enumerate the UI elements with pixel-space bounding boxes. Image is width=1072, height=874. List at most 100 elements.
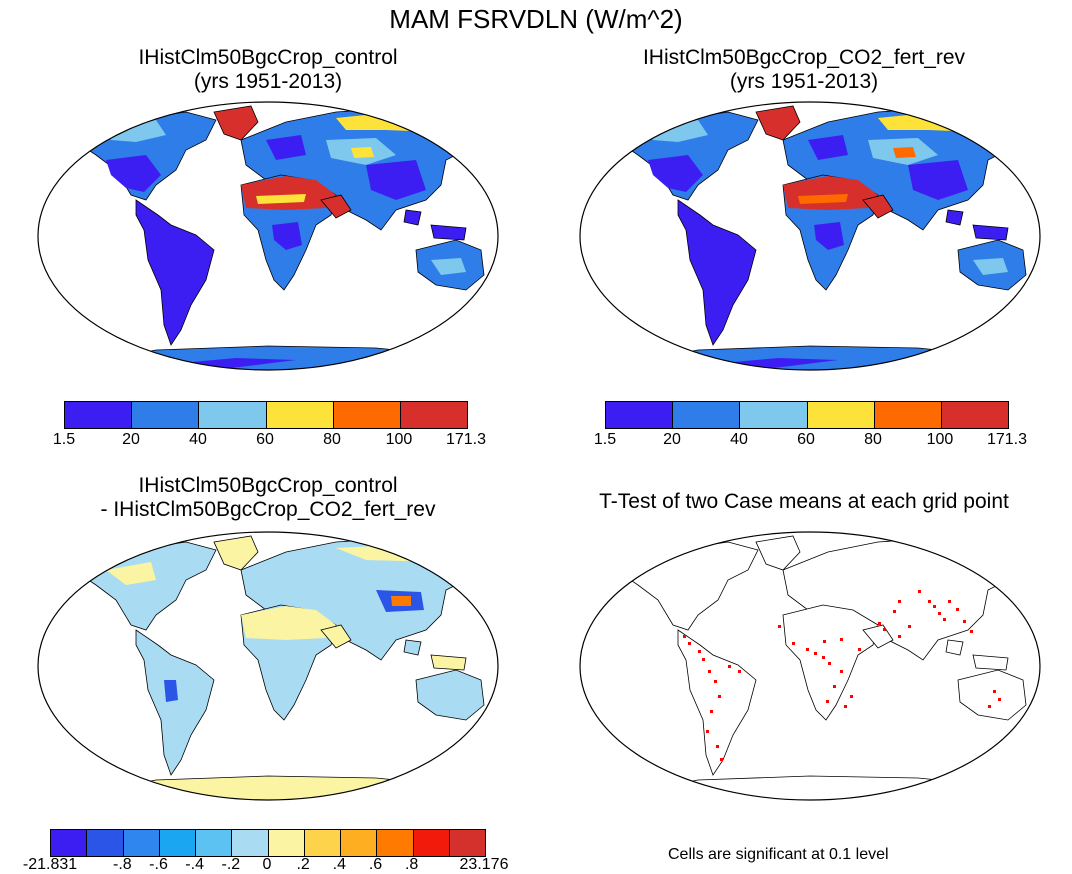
significant-cell — [956, 608, 959, 611]
significant-cell — [688, 642, 691, 645]
colorbar-swatch — [333, 402, 401, 428]
map-bottom-left — [37, 531, 499, 801]
colorbar-swatch — [51, 830, 88, 856]
significant-cell — [893, 610, 896, 613]
colorbar-top-left — [64, 401, 468, 429]
significant-cell — [938, 612, 941, 615]
colorbar-tick-label: 100 — [385, 431, 413, 448]
colorbar-tick-label: -21.831 — [22, 856, 78, 873]
colorbar-swatch — [400, 402, 468, 428]
panel-title-bottom-left: IHistClm50BgcCrop_control - IHistClm50Bg… — [0, 474, 536, 522]
colorbar-tick-label: 80 — [864, 431, 882, 448]
significant-cell — [840, 638, 843, 641]
panel-title-line1: IHistClm50BgcCrop_control — [138, 46, 398, 69]
significant-cell — [814, 652, 817, 655]
significant-cell — [718, 695, 721, 698]
colorbar-swatch — [606, 402, 674, 428]
significant-cell — [943, 618, 946, 621]
colorbar-tick-label: 20 — [122, 431, 140, 448]
panel-title-line1: T-Test of two Case means at each grid po… — [599, 490, 1009, 513]
significant-cell — [898, 600, 901, 603]
significant-cell — [823, 640, 826, 643]
colorbar-tick-label: .2 — [296, 856, 310, 873]
significant-cell — [898, 635, 901, 638]
colorbar-swatch — [65, 402, 133, 428]
colorbar-swatch — [159, 830, 196, 856]
colorbar-swatch — [199, 402, 267, 428]
colorbar-swatch — [132, 402, 200, 428]
colorbar-swatch — [123, 830, 160, 856]
significant-cell — [933, 605, 936, 608]
colorbar-tick-label: -.2 — [221, 856, 241, 873]
significant-cell — [710, 710, 713, 713]
colorbar-tick-label: 60 — [256, 431, 274, 448]
colorbar-swatch — [740, 402, 808, 428]
colorbar-tick-label: 60 — [797, 431, 815, 448]
colorbar-swatch — [87, 830, 124, 856]
colorbar-tick-label: -.8 — [113, 856, 132, 873]
colorbar-tick-label: 23.176 — [459, 856, 509, 873]
significant-cell — [720, 758, 723, 761]
colorbar-tick-label: 20 — [663, 431, 681, 448]
colorbar-swatch — [449, 830, 485, 856]
significant-cell — [714, 680, 717, 683]
colorbar-tick-label: -.6 — [149, 856, 168, 873]
panel-title-top-right: IHistClm50BgcCrop_CO2_fert_rev (yrs 1951… — [536, 46, 1072, 94]
significant-cells — [683, 590, 1001, 761]
significant-cell — [826, 700, 829, 703]
significant-cell — [988, 705, 991, 708]
significant-cell — [822, 656, 825, 659]
significant-cell — [708, 670, 711, 673]
colorbar-swatch — [941, 402, 1009, 428]
significant-cell — [883, 628, 886, 631]
colorbar-top-right — [605, 401, 1009, 429]
colorbar-tick-label: 40 — [189, 431, 207, 448]
colorbar-swatch — [673, 402, 741, 428]
colorbar-tick-label: 1.5 — [593, 431, 617, 448]
significant-cell — [963, 620, 966, 623]
colorbar-tick-label: .4 — [332, 856, 347, 873]
significant-cell — [970, 630, 973, 633]
colorbar-tick-label: 80 — [323, 431, 341, 448]
colorbar-tick-label: 40 — [730, 431, 748, 448]
colorbar-tick-label: 1.5 — [52, 431, 76, 448]
significant-cell — [778, 625, 781, 628]
colorbar-tick-label: .8 — [404, 856, 419, 873]
panel-title-line2: (yrs 1951-2013) — [729, 70, 879, 93]
significant-cell — [844, 705, 847, 708]
colorbar-swatch — [196, 830, 233, 856]
colorbar-tick-label: 171.3 — [986, 431, 1028, 448]
significant-cell — [806, 648, 809, 651]
significant-cell — [878, 622, 881, 625]
colorbar-swatch — [304, 830, 341, 856]
significant-cell — [993, 690, 996, 693]
significant-cell — [833, 685, 836, 688]
colorbar-tick-label: 171.3 — [445, 431, 487, 448]
significant-cell — [706, 730, 709, 733]
significant-cell — [698, 650, 701, 653]
figure-title: MAM FSRVDLN (W/m^2) — [389, 4, 683, 34]
significant-cell — [918, 590, 921, 593]
colorbar-bottom-left — [50, 829, 486, 857]
colorbar-tick-label: .6 — [368, 856, 383, 873]
significant-cell — [850, 695, 853, 698]
colorbar-swatch — [266, 402, 334, 428]
colorbar-tick-label: -.4 — [185, 856, 204, 873]
significant-cell — [858, 648, 861, 651]
significance-note: Cells are significant at 0.1 level — [668, 846, 889, 863]
significant-cell — [908, 625, 911, 628]
significant-cell — [792, 642, 795, 645]
significant-cell — [683, 635, 686, 638]
colorbar-swatch — [377, 830, 414, 856]
panel-title-line2: (yrs 1951-2013) — [193, 70, 343, 93]
map-top-left — [37, 101, 499, 371]
panel-title-line1: IHistClm50BgcCrop_CO2_fert_rev — [642, 46, 966, 69]
colorbar-swatch — [232, 830, 269, 856]
colorbar-swatch — [874, 402, 942, 428]
significant-cell — [948, 600, 951, 603]
panel-title-line2: - IHistClm50BgcCrop_CO2_fert_rev — [100, 498, 436, 521]
colorbar-swatch — [413, 830, 450, 856]
map-bottom-right — [579, 531, 1041, 801]
significant-cell — [738, 670, 741, 673]
significant-cell — [702, 658, 705, 661]
